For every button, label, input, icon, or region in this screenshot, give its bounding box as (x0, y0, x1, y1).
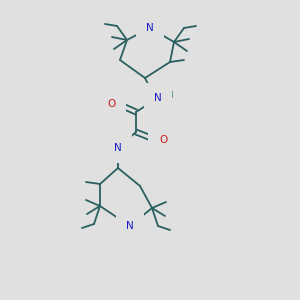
Text: H: H (145, 16, 152, 25)
Text: H: H (129, 230, 135, 239)
Text: O: O (159, 135, 167, 145)
Text: H: H (166, 92, 173, 100)
Text: N: N (146, 23, 154, 33)
Text: N: N (154, 93, 162, 103)
Text: N: N (114, 143, 122, 153)
Text: H: H (103, 142, 110, 151)
Text: O: O (107, 99, 115, 109)
Text: N: N (126, 221, 134, 231)
